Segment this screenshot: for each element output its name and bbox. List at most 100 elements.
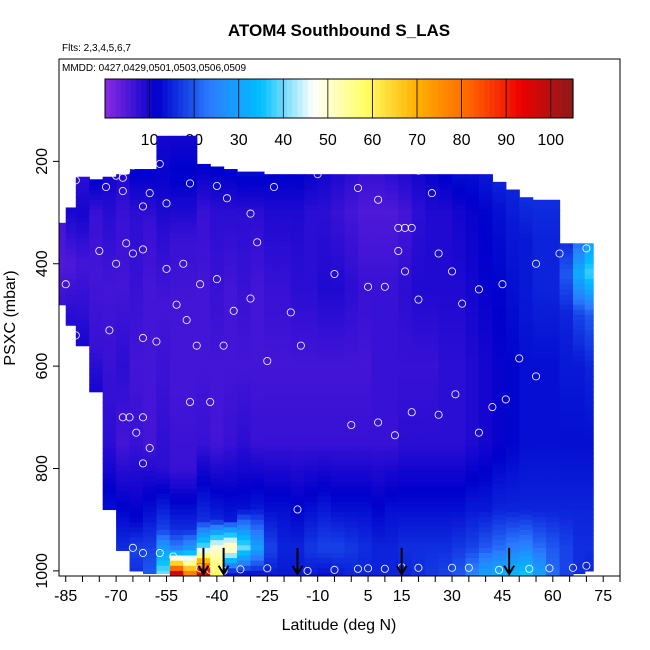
heatmap-cell — [559, 473, 574, 480]
heatmap-cell — [290, 276, 305, 283]
heatmap-cell — [156, 233, 171, 239]
heatmap-cell — [532, 496, 547, 503]
heatmap-cell — [492, 519, 507, 526]
heatmap-cell — [102, 412, 117, 418]
heatmap-cell — [317, 568, 332, 575]
heatmap-cell — [250, 514, 265, 521]
heatmap-cell — [465, 230, 480, 237]
heatmap-cell — [237, 442, 252, 449]
heatmap-cell — [478, 573, 493, 576]
heatmap-cell — [398, 445, 413, 452]
heatmap-cell — [465, 547, 480, 554]
heatmap-cell — [505, 476, 520, 482]
heatmap-cell — [357, 189, 373, 196]
heatmap-cell — [478, 373, 493, 380]
heatmap-cell — [344, 563, 359, 569]
heatmap-cell — [196, 169, 211, 175]
heatmap-cell — [223, 199, 238, 206]
heatmap-cell — [102, 304, 117, 311]
heatmap-cell — [584, 422, 594, 429]
heatmap-cell — [371, 291, 386, 298]
heatmap-cell — [196, 445, 211, 452]
heatmap-cell — [357, 245, 373, 252]
heatmap-cell — [210, 448, 225, 454]
heatmap-cell — [169, 350, 184, 357]
heatmap — [59, 135, 594, 576]
heatmap-cell — [478, 394, 493, 400]
heatmap-cell — [371, 353, 386, 360]
heatmap-cell — [156, 325, 171, 331]
heatmap-cell — [183, 335, 198, 342]
heatmap-cell — [196, 394, 211, 400]
heatmap-cell — [277, 368, 292, 375]
heatmap-cell — [532, 573, 547, 576]
heatmap-cell — [116, 256, 131, 262]
heatmap-cell — [398, 250, 413, 257]
heatmap-cell — [223, 169, 238, 175]
heatmap-cell — [492, 197, 507, 203]
heatmap-cell — [344, 245, 359, 252]
heatmap-cell — [156, 294, 171, 301]
heatmap-cell — [357, 327, 373, 334]
heatmap-cell — [250, 376, 265, 383]
heatmap-cell — [223, 552, 238, 559]
heatmap-cell — [478, 568, 493, 575]
heatmap-cell — [519, 560, 534, 567]
heatmap-cell — [237, 458, 252, 464]
heatmap-cell — [129, 419, 144, 426]
heatmap-cell — [196, 404, 211, 411]
heatmap-cell — [492, 207, 507, 214]
heatmap-cell — [317, 368, 332, 375]
heatmap-cell — [290, 286, 305, 293]
heatmap-cell — [183, 427, 198, 434]
heatmap-cell — [465, 512, 480, 518]
heatmap-cell — [129, 435, 144, 441]
heatmap-cell — [331, 174, 346, 180]
heatmap-cell — [102, 350, 117, 357]
heatmap-cell — [210, 176, 225, 183]
heatmap-cell — [371, 327, 386, 334]
heatmap-cell — [156, 140, 171, 147]
heatmap-cell — [357, 465, 373, 472]
sample-point — [162, 264, 171, 273]
colorbar-segment — [235, 79, 241, 118]
heatmap-cell — [425, 419, 440, 426]
heatmap-cell — [357, 435, 373, 441]
colorbar-segment — [162, 79, 168, 118]
heatmap-cell — [263, 537, 278, 544]
heatmap-cell — [384, 373, 399, 380]
heatmap-cell — [519, 222, 534, 229]
heatmap-cell — [384, 343, 399, 349]
heatmap-cell — [331, 235, 346, 242]
heatmap-cell — [129, 332, 144, 339]
heatmap-cell — [331, 307, 346, 313]
heatmap-cell — [505, 204, 520, 211]
heatmap-cell — [196, 476, 211, 482]
heatmap-cell — [398, 235, 413, 242]
heatmap-cell — [102, 478, 117, 485]
heatmap-cell — [102, 504, 117, 511]
heatmap-cell — [465, 271, 480, 278]
heatmap-cell — [546, 542, 561, 549]
heatmap-cell — [142, 291, 158, 298]
colorbar-segment — [110, 79, 116, 118]
heatmap-cell — [465, 491, 480, 498]
heatmap-cell — [65, 273, 77, 280]
heatmap-cell — [169, 468, 184, 475]
heatmap-cell — [290, 337, 305, 344]
heatmap-cell — [210, 268, 225, 275]
sample-point — [330, 269, 339, 279]
heatmap-cell — [102, 417, 117, 424]
heatmap-cell — [384, 563, 399, 569]
heatmap-cell — [263, 384, 278, 390]
heatmap-cell — [223, 517, 238, 523]
heatmap-cell — [116, 297, 131, 303]
heatmap-cell — [331, 368, 346, 375]
heatmap-cell — [129, 460, 144, 467]
heatmap-cell — [65, 289, 77, 296]
heatmap-cell — [478, 435, 493, 441]
heatmap-cell — [584, 473, 594, 480]
heatmap-cell — [532, 517, 547, 523]
heatmap-cell — [559, 350, 574, 357]
heatmap-cell — [357, 179, 373, 186]
